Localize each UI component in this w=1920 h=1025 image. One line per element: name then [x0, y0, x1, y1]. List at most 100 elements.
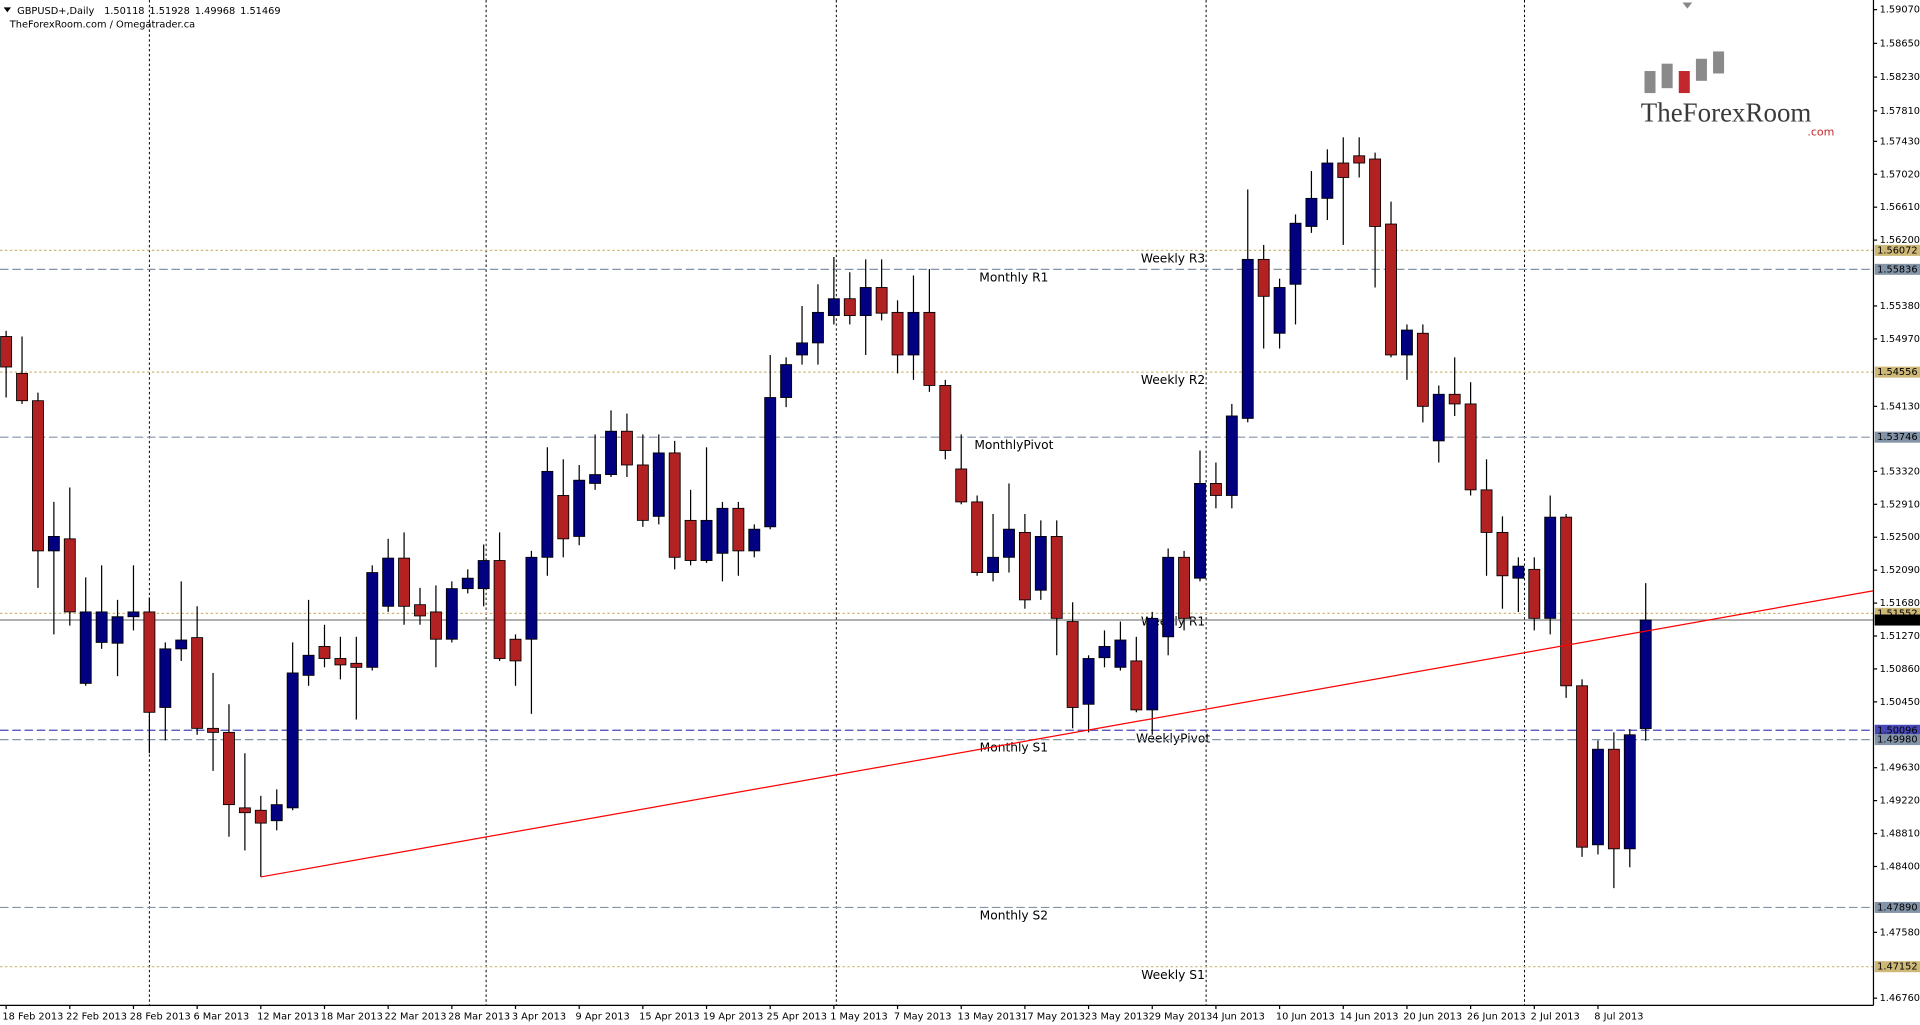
- last-low: 1.49968: [195, 6, 235, 17]
- candle-body: [700, 519, 713, 561]
- candle-body: [477, 560, 490, 590]
- x-tick-label: 18 Mar 2013: [321, 1011, 383, 1022]
- candle-body: [859, 287, 872, 317]
- candle-body: [668, 452, 681, 558]
- candle-body: [748, 528, 761, 552]
- y-tick-label: 1.54970: [1880, 334, 1920, 345]
- y-tick-label: 1.46760: [1880, 993, 1920, 1004]
- candles: [0, 137, 1652, 889]
- y-tick-label: 1.56610: [1880, 202, 1920, 213]
- candle-body: [1241, 258, 1254, 419]
- candle-body: [238, 807, 251, 814]
- level-box: [1874, 263, 1920, 275]
- y-tick-label: 1.57810: [1880, 106, 1920, 117]
- level-name: WeeklyPivot: [1136, 731, 1210, 745]
- candle-body: [223, 731, 235, 806]
- level-box: [1874, 607, 1920, 619]
- candle-body: [1560, 516, 1573, 687]
- logo-bar: [1661, 63, 1673, 89]
- candle-body: [939, 385, 952, 451]
- candle-body: [525, 556, 538, 640]
- candle-body: [1018, 531, 1031, 601]
- y-tick-label: 1.48810: [1880, 829, 1920, 840]
- candle-body: [1178, 556, 1191, 619]
- x-tick-label: 6 Mar 2013: [193, 1011, 249, 1022]
- y-tick-label: 1.50860: [1880, 664, 1920, 675]
- candle-body: [318, 646, 331, 659]
- x-tick-label: 15 Apr 2013: [639, 1011, 699, 1022]
- y-tick-label: 1.49220: [1880, 796, 1920, 807]
- chart-subtitle: TheForexRoom.com / Omegatrader.ca: [9, 19, 195, 30]
- x-tick-label: 23 May 2013: [1085, 1011, 1149, 1022]
- y-tick-label: 1.53320: [1880, 466, 1920, 477]
- level-box-label: 1.47890: [1877, 902, 1917, 913]
- candle-body: [1639, 619, 1652, 729]
- y-tick-label: 1.52090: [1880, 565, 1920, 576]
- candle-body: [1401, 329, 1413, 356]
- candle-body: [366, 572, 379, 668]
- level-box-label: 1.51552: [1877, 608, 1917, 619]
- x-tick-label: 9 Apr 2013: [576, 1011, 630, 1022]
- candle-body: [1321, 162, 1334, 199]
- candle-body: [1162, 556, 1175, 638]
- candle-body: [334, 658, 347, 666]
- x-tick-label: 17 May 2013: [1021, 1011, 1085, 1022]
- candle-body: [461, 577, 474, 590]
- logo: TheForexRoom .com: [1641, 51, 1834, 138]
- candle-body: [1194, 483, 1206, 579]
- x-tick-label: 18 Feb 2013: [2, 1011, 63, 1022]
- candle-body: [1066, 621, 1079, 708]
- x-tick-label: 1 May 2013: [830, 1011, 888, 1022]
- x-tick-label: 8 Jul 2013: [1594, 1011, 1643, 1022]
- candle-body: [1448, 393, 1461, 405]
- candle-body: [414, 604, 426, 617]
- y-tick-label: 1.54130: [1880, 401, 1920, 412]
- candle-body: [1257, 258, 1270, 297]
- candle-body: [493, 560, 506, 659]
- candle-body: [1480, 489, 1493, 533]
- x-tick-label: 3 Apr 2013: [512, 1011, 566, 1022]
- candle-body: [1416, 332, 1429, 407]
- x-tick-label: 10 Jun 2013: [1276, 1011, 1335, 1022]
- level-box: [1874, 244, 1920, 256]
- x-tick-label: 28 Feb 2013: [130, 1011, 191, 1022]
- candle-body: [764, 397, 777, 528]
- last-high: 1.51928: [149, 6, 189, 17]
- candle-body: [429, 611, 442, 640]
- last-price-box: [1874, 614, 1920, 626]
- level-box-label: 1.56072: [1877, 245, 1917, 256]
- candle-body: [1544, 516, 1557, 619]
- candle-body: [907, 311, 920, 356]
- candle-body: [843, 298, 856, 317]
- candle-body: [1225, 415, 1238, 496]
- candle-body: [191, 637, 204, 729]
- level-box-label: 1.55836: [1877, 264, 1917, 275]
- last-price-label: 1.51469: [1877, 615, 1917, 626]
- level-box: [1874, 366, 1920, 378]
- candle-body: [1385, 223, 1397, 356]
- candle-body: [1289, 222, 1302, 285]
- candle-body: [159, 648, 172, 708]
- candle-body: [1592, 748, 1604, 846]
- candle-body: [891, 311, 904, 356]
- candle-body: [1353, 155, 1366, 164]
- candle-body: [1512, 565, 1525, 579]
- y-tick-label: 1.59070: [1880, 5, 1920, 16]
- level-box-label: 1.47152: [1877, 962, 1917, 973]
- y-tick-label: 1.58650: [1880, 38, 1920, 49]
- y-tick-label: 1.56200: [1880, 235, 1920, 246]
- logo-bar: [1678, 71, 1690, 94]
- candle-body: [398, 557, 411, 607]
- candle-body: [636, 464, 649, 521]
- candle-body: [1432, 393, 1445, 442]
- candle-body: [16, 372, 28, 402]
- logo-text: TheForexRoom: [1641, 97, 1812, 127]
- x-tick-label: 12 Mar 2013: [257, 1011, 319, 1022]
- candle-body: [32, 400, 44, 552]
- candle-body: [1623, 734, 1636, 850]
- y-tick-label: 1.49630: [1880, 763, 1920, 774]
- last-close: 1.51469: [240, 6, 280, 17]
- y-tick-label: 1.58230: [1880, 72, 1920, 83]
